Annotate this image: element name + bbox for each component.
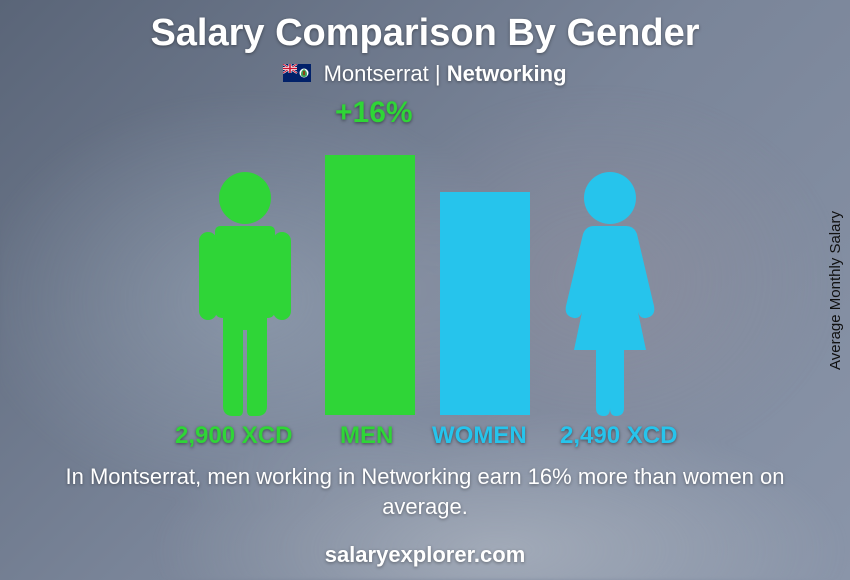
- footer-source: salaryexplorer.com: [0, 542, 850, 568]
- page-title: Salary Comparison By Gender: [0, 0, 850, 55]
- male-person-icon: [185, 170, 305, 420]
- montserrat-flag-icon: [283, 62, 311, 88]
- female-salary-text: 2,490 XCD: [560, 422, 677, 450]
- chart-area: +16%: [0, 130, 850, 420]
- female-label: WOMEN: [432, 422, 527, 450]
- subtitle-row: Montserrat | Networking: [0, 61, 850, 88]
- description-text: In Montserrat, men working in Networking…: [0, 462, 850, 521]
- female-bar: [440, 192, 530, 420]
- infographic-content: Salary Comparison By Gender Montserrat |…: [0, 0, 850, 580]
- side-axis-label: Average Monthly Salary: [827, 211, 844, 370]
- subtitle-category: Networking: [447, 61, 567, 86]
- male-salary-text: 2,900 XCD: [175, 422, 292, 450]
- female-person-icon: [550, 170, 670, 420]
- subtitle-country: Montserrat: [324, 61, 429, 86]
- male-label: MEN: [340, 422, 393, 450]
- side-axis-label-wrap: Average Monthly Salary: [820, 0, 850, 580]
- percent-diff-label: +16%: [335, 96, 413, 130]
- subtitle-separator: |: [429, 61, 447, 86]
- male-bar: [325, 155, 415, 420]
